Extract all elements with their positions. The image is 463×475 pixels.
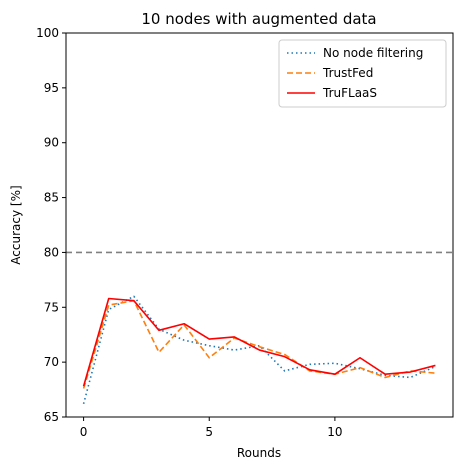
y-tick-label: 100: [36, 26, 59, 40]
legend: No node filtering TrustFed TruFLaaS: [278, 39, 447, 108]
legend-box: [278, 39, 447, 108]
series-line-trustfed: [82, 299, 436, 389]
x-tick-label: 5: [205, 425, 213, 439]
y-tick-label: 70: [44, 355, 59, 369]
y-axis-label: Accuracy [%]: [9, 185, 23, 264]
series-line-no-node-filtering: [82, 295, 436, 405]
y-tick-label: 90: [44, 136, 59, 150]
legend-label: TrustFed: [322, 66, 373, 80]
y-tick-label: 95: [44, 81, 59, 95]
x-tick-label: 0: [80, 425, 88, 439]
y-tick-label: 75: [44, 300, 59, 314]
plot-frame: [65, 32, 454, 418]
series-line-truflaas: [82, 297, 436, 387]
x-axis-label: Rounds: [237, 446, 281, 460]
y-tick-label: 65: [44, 410, 59, 424]
x-tick-label: 10: [327, 425, 342, 439]
legend-label: TruFLaaS: [322, 86, 377, 100]
chart-title: 10 nodes with augmented data: [141, 10, 376, 28]
legend-label: No node filtering: [323, 46, 423, 60]
y-tick-label: 80: [44, 245, 59, 259]
y-tick-label: 85: [44, 191, 59, 205]
